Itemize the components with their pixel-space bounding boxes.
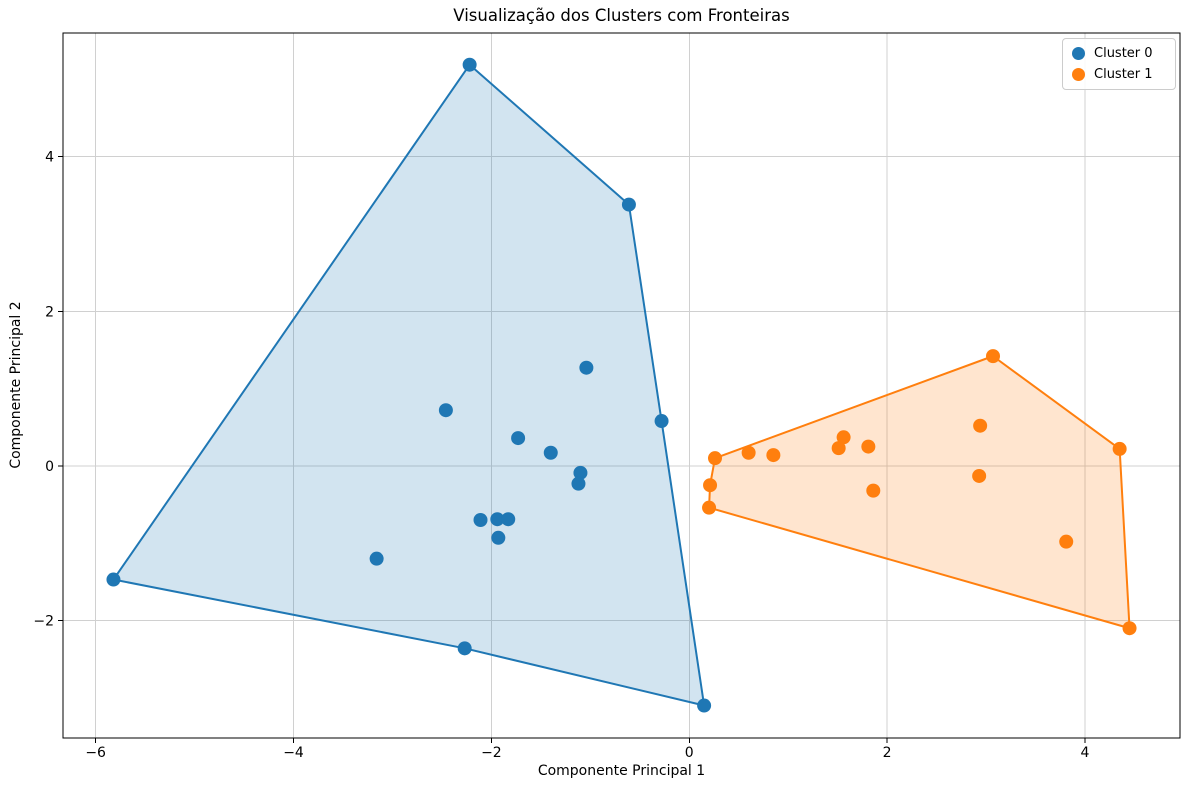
cluster-0-point <box>369 551 384 566</box>
cluster-1-point <box>1112 441 1127 456</box>
cluster-1-point <box>831 441 846 456</box>
cluster-0-point <box>621 197 636 212</box>
y-axis-label: Componente Principal 2 <box>8 301 24 469</box>
x-tick-label: −2 <box>481 745 502 761</box>
x-tick-label: 4 <box>1081 745 1090 761</box>
x-tick-label: 0 <box>685 745 694 761</box>
x-tick-label: −6 <box>85 745 106 761</box>
cluster-0-point <box>438 403 453 418</box>
y-tick-label: −2 <box>33 614 54 630</box>
chart-title: Visualização dos Clusters com Fronteiras <box>453 6 790 25</box>
axes-spines <box>62 32 1181 739</box>
cluster-0-boundary <box>112 63 706 707</box>
cluster-0-point <box>573 465 588 480</box>
cluster-1-point <box>702 500 717 515</box>
y-tick-label: 0 <box>45 459 54 475</box>
cluster-0-point <box>579 360 594 375</box>
cluster-0-point <box>457 641 472 656</box>
cluster-0-point <box>543 445 558 460</box>
cluster-1-point <box>836 430 851 445</box>
cluster-0-point <box>571 476 586 491</box>
cluster-0-point <box>501 512 516 527</box>
legend: Cluster 0 Cluster 1 <box>1062 38 1176 90</box>
cluster-1-point <box>866 483 881 498</box>
cluster-0-point <box>462 57 477 72</box>
cluster-1-point <box>973 418 988 433</box>
cluster-1-point <box>703 478 718 493</box>
cluster-0-point <box>473 513 488 528</box>
cluster-1-point <box>741 445 756 460</box>
cluster-0-point <box>490 512 505 527</box>
legend-label-cluster-1: Cluster 1 <box>1094 67 1153 82</box>
cluster-0-point <box>697 698 712 713</box>
x-tick-label: 2 <box>883 745 892 761</box>
cluster-1-marker-icon <box>1072 68 1085 81</box>
cluster-1-point <box>986 349 1001 364</box>
cluster-1-boundary <box>708 355 1131 630</box>
y-tick-label: 2 <box>45 304 54 320</box>
cluster-0-point <box>491 530 506 545</box>
legend-item-cluster-1: Cluster 1 <box>1072 66 1167 83</box>
cluster-0-point <box>106 572 121 587</box>
cluster-1-point <box>1059 534 1074 549</box>
cluster-1-point <box>707 451 722 466</box>
x-axis-label: Componente Principal 1 <box>537 763 706 779</box>
cluster-1-point <box>861 439 876 454</box>
legend-item-cluster-0: Cluster 0 <box>1072 45 1167 62</box>
cluster-0-point <box>654 414 669 429</box>
cluster-0-marker-icon <box>1072 47 1085 60</box>
cluster-0-point <box>511 431 526 446</box>
y-tick-label: 4 <box>45 150 54 166</box>
legend-label-cluster-0: Cluster 0 <box>1094 46 1153 61</box>
cluster-1-point <box>972 468 987 483</box>
cluster-1-point <box>1122 621 1137 636</box>
x-tick-label: −4 <box>283 745 304 761</box>
cluster-1-point <box>766 448 781 463</box>
